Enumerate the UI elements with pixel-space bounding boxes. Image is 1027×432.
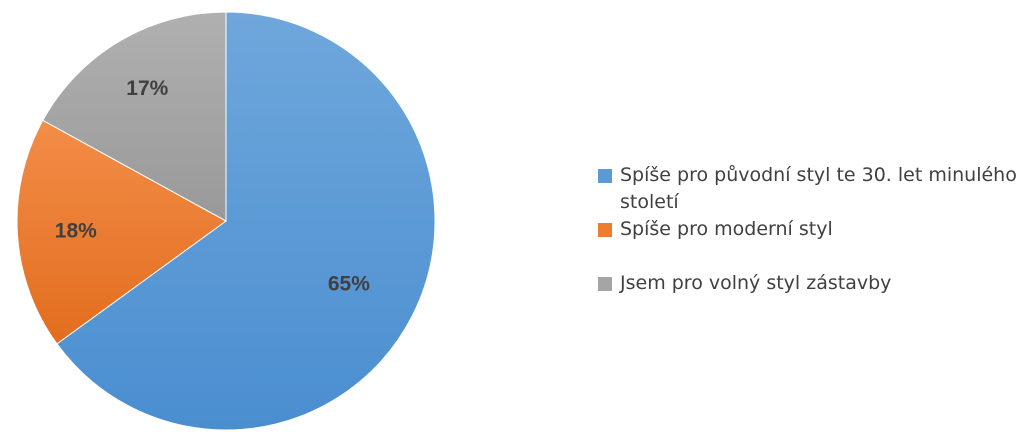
legend-item-original-style: Spíše pro původní styl te 30. let minulé… — [598, 162, 1018, 216]
legend: Spíše pro původní styl te 30. let minulé… — [598, 162, 1018, 297]
pie-slice-modern-style — [16, 119, 227, 345]
legend-label: Spíše pro moderní styl — [620, 218, 833, 240]
slice-label-modern-style: 18% — [55, 219, 97, 242]
legend-swatch-blue — [598, 169, 612, 183]
pie-chart: 65% 18% 17% — [16, 11, 436, 431]
legend-swatch-gray — [598, 277, 612, 291]
legend-label: Jsem pro volný styl zástavby — [620, 272, 892, 294]
slice-label-free-style: 17% — [126, 77, 168, 100]
legend-item-modern-style: Spíše pro moderní styl — [598, 216, 1018, 243]
legend-label: Spíše pro původní styl te 30. let minulé… — [620, 164, 1017, 213]
pie-slice-original-style — [56, 11, 436, 431]
slice-label-original-style: 65% — [328, 273, 370, 296]
pie-slice-free-style — [42, 11, 227, 222]
legend-item-free-style: Jsem pro volný styl zástavby — [598, 270, 1018, 297]
legend-swatch-orange — [598, 223, 612, 237]
